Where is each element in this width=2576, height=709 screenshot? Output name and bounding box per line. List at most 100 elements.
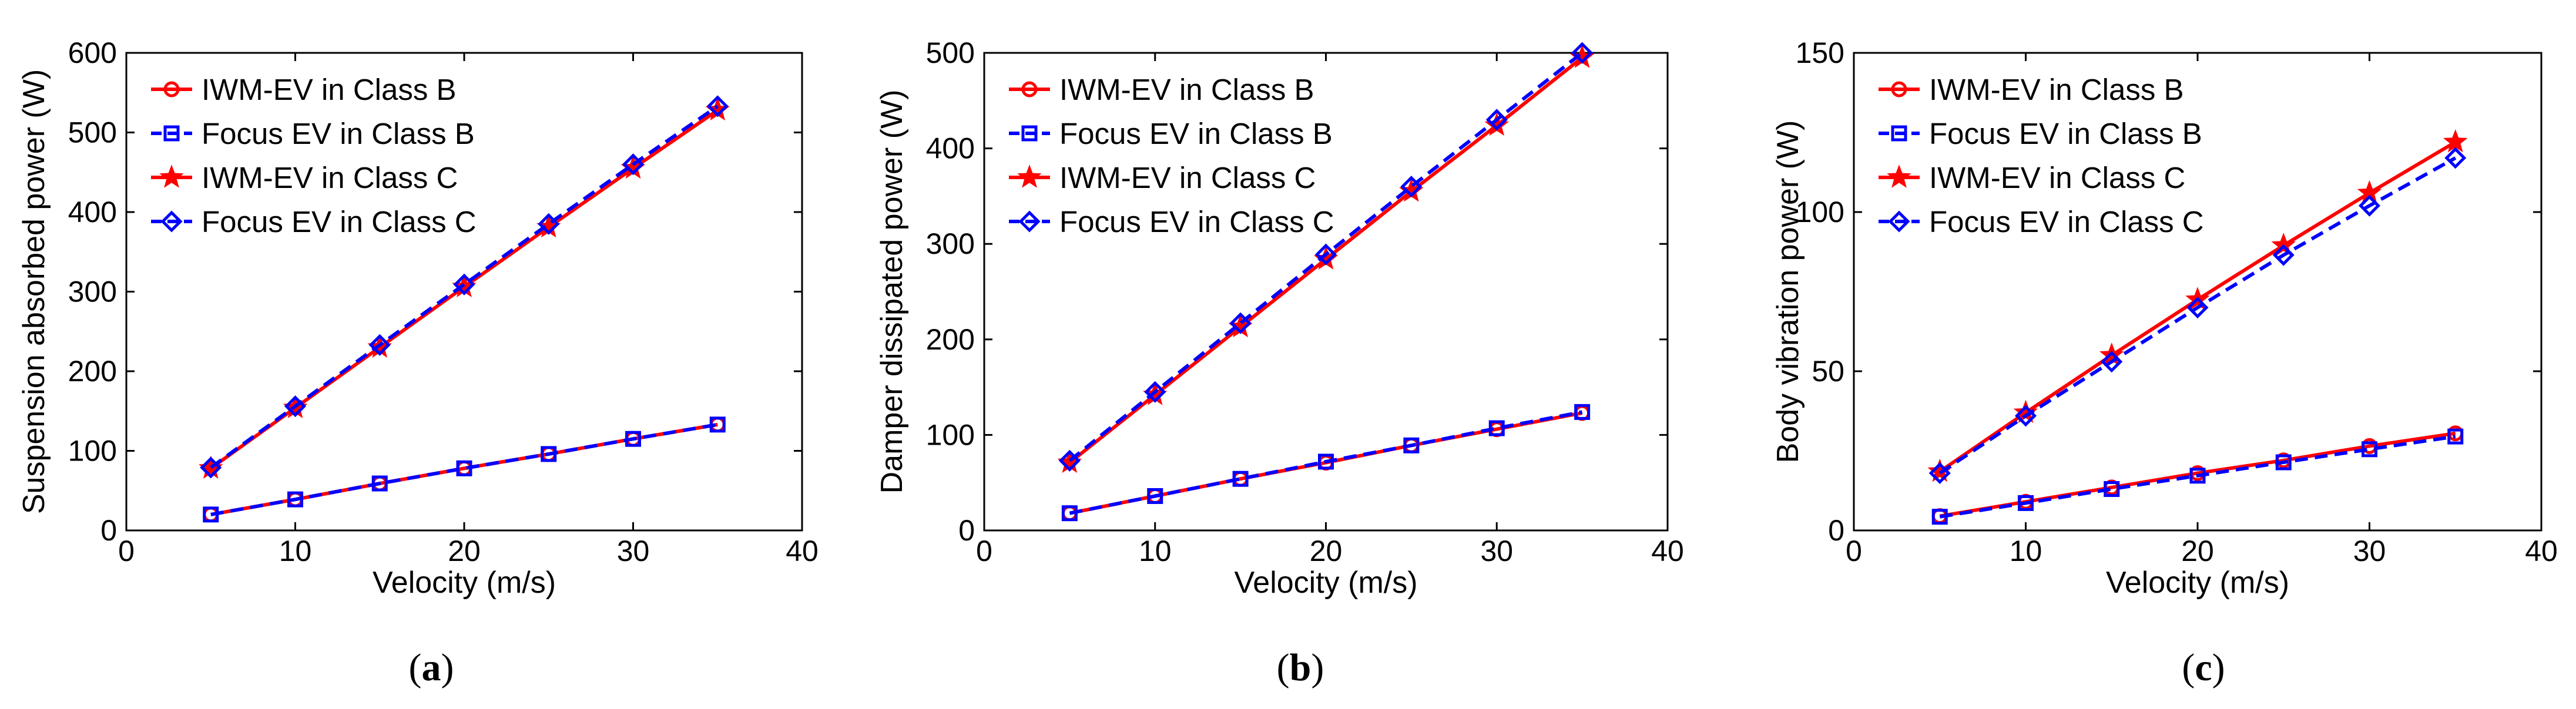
legend-label: IWM-EV in Class B <box>1929 73 2184 106</box>
y-tick-label: 400 <box>926 132 975 165</box>
data-point <box>1318 453 1334 470</box>
legend-marker <box>163 81 180 98</box>
data-point <box>1928 462 1951 484</box>
data-point <box>1058 449 1081 472</box>
data-point <box>2447 428 2464 445</box>
legend-marker <box>1017 164 1042 188</box>
y-tick-label: 500 <box>926 36 975 69</box>
y-tick-label: 150 <box>1796 36 1844 69</box>
legend-marker <box>1018 210 1041 233</box>
legend-label: IWM-EV in Class C <box>1059 161 1316 194</box>
series-2 <box>1931 428 2464 525</box>
data-point <box>456 460 472 476</box>
data-point <box>1229 312 1252 334</box>
data-point <box>625 431 641 447</box>
legend: IWM-EV in Class B Focus EV in Class B IWM-… <box>1879 73 2204 238</box>
series-4 <box>1058 42 1594 472</box>
data-point <box>2362 441 2377 458</box>
y-tick-label: 300 <box>926 227 975 260</box>
series-4 <box>1928 147 2467 484</box>
data-point <box>541 446 557 462</box>
data-point <box>1931 509 1948 525</box>
legend-marker <box>1888 210 1910 233</box>
y-tick-label: 500 <box>68 116 117 149</box>
data-point <box>706 95 729 117</box>
x-tick-label: 0 <box>118 535 135 567</box>
x-axis-label: Velocity (m/s) <box>373 566 556 600</box>
x-tick-label: 10 <box>279 535 312 567</box>
caption-letter: c <box>2195 646 2212 689</box>
data-point <box>1061 505 1078 522</box>
legend-label: IWM-EV in Class C <box>202 161 458 194</box>
data-point <box>284 395 307 418</box>
data-point <box>538 213 560 235</box>
series-line <box>1068 51 1584 462</box>
legend-marker <box>1891 125 1907 142</box>
data-point <box>2101 351 2123 373</box>
subfigure-caption: (c) <box>2182 646 2225 689</box>
legend-marker <box>160 210 183 233</box>
y-axis-label: Suspension absorbed power (W) <box>17 69 51 514</box>
data-point <box>1147 488 1163 504</box>
x-axis-label: Velocity (m/s) <box>1234 566 1417 600</box>
x-tick-label: 40 <box>786 535 819 567</box>
legend: IWM-EV in Class B Focus EV in Class B IWM-… <box>1009 73 1334 238</box>
legend-marker <box>1021 125 1038 142</box>
y-tick-label: 400 <box>68 196 117 229</box>
data-point <box>371 475 388 492</box>
legend-label: IWM-EV in Class B <box>1059 73 1314 106</box>
data-point <box>1488 420 1505 436</box>
series-4 <box>200 95 729 479</box>
caption-letter: b <box>1290 646 1312 689</box>
data-point <box>1403 437 1420 453</box>
legend-marker <box>159 164 184 188</box>
series-2 <box>203 416 726 523</box>
y-tick-label: 300 <box>68 275 117 308</box>
data-point <box>622 153 645 176</box>
caption-letter: a <box>422 646 441 689</box>
data-point <box>1144 381 1166 403</box>
legend-label: Focus EV in Class B <box>1059 117 1333 150</box>
series-line <box>1939 435 2456 519</box>
data-point <box>1571 42 1594 64</box>
x-tick-label: 40 <box>2525 535 2558 567</box>
legend-marker <box>1891 81 1907 98</box>
x-axis-label: Velocity (m/s) <box>2106 566 2289 600</box>
legend: IWM-EV in Class B Focus EV in Class B IWM-… <box>151 73 477 238</box>
data-point <box>1314 243 1337 266</box>
x-tick-label: 20 <box>448 535 481 567</box>
series-line <box>1069 410 1583 515</box>
data-point <box>2444 147 2467 169</box>
data-point <box>2014 405 2037 427</box>
y-tick-label: 50 <box>1812 355 1844 388</box>
subfigure-caption: (b) <box>1277 646 1324 689</box>
x-tick-label: 20 <box>1310 535 1343 567</box>
y-axis-label: Damper dissipated power (W) <box>875 90 909 494</box>
data-point <box>1232 471 1249 487</box>
data-point <box>2358 194 2381 217</box>
series-line <box>210 422 718 516</box>
data-point <box>2189 468 2206 484</box>
data-point <box>2186 297 2209 319</box>
legend-marker <box>163 125 180 142</box>
legend-label: Focus EV in Class C <box>202 205 477 238</box>
series-line <box>210 105 719 469</box>
legend-label: IWM-EV in Class B <box>202 73 457 106</box>
data-point <box>368 334 391 356</box>
data-point <box>2018 495 2034 511</box>
x-tick-label: 0 <box>976 535 992 567</box>
data-point <box>203 506 219 523</box>
subfigure-caption: (a) <box>409 646 454 689</box>
x-tick-label: 30 <box>1480 535 1513 567</box>
legend-label: Focus EV in Class B <box>202 117 475 150</box>
x-tick-label: 20 <box>2181 535 2214 567</box>
x-tick-label: 40 <box>1651 535 1684 567</box>
legend-marker <box>1021 81 1038 98</box>
data-point <box>2104 481 2120 498</box>
data-point <box>709 416 726 433</box>
data-point <box>287 491 303 508</box>
data-point <box>2272 244 2295 266</box>
series-2 <box>1061 404 1591 522</box>
